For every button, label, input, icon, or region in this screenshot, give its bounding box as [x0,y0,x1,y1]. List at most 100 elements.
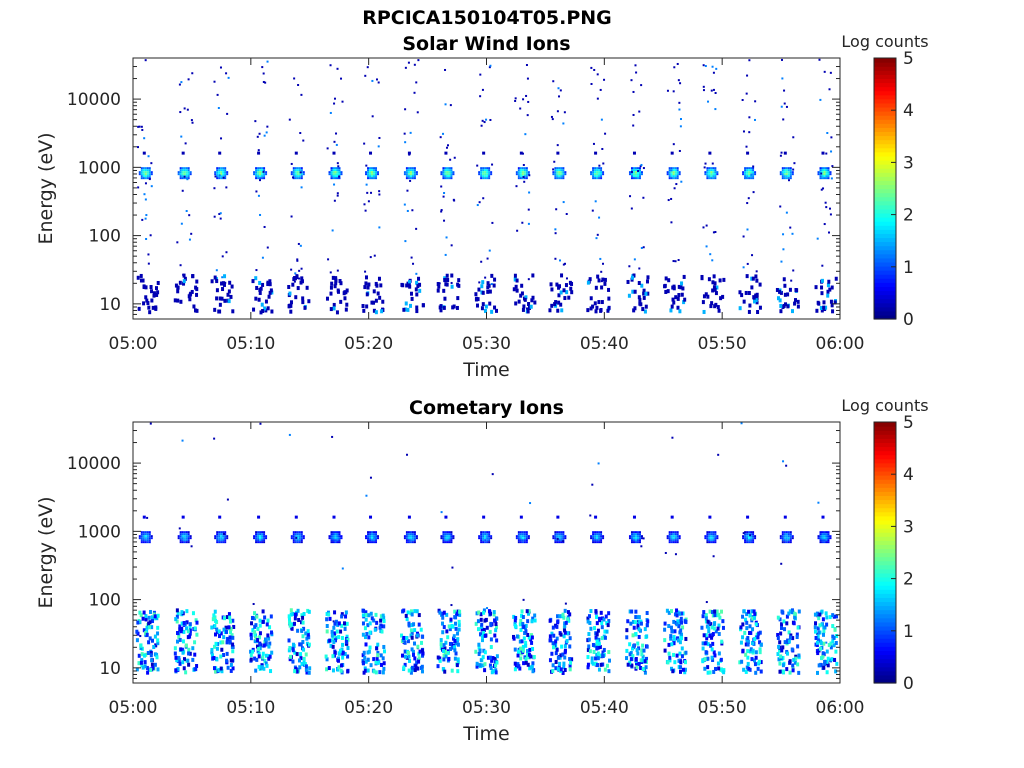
heat-cell [792,136,795,139]
heat-cell [488,167,491,170]
heat-cell [526,77,529,80]
heat-cell [558,531,561,534]
heat-cell [552,633,556,638]
heat-cell [148,539,151,542]
heat-cell [674,175,677,178]
heat-cell [603,281,607,286]
heat-cell [298,169,301,172]
y-tick-label: 10 [99,295,121,315]
heat-cell [213,275,217,280]
heat-cell [409,177,412,180]
colorbar-segment [874,544,896,550]
colorbar-tick-label: 2 [903,206,914,226]
heat-cell [594,535,597,538]
colorbar-segment [874,119,896,124]
heat-cell [177,173,180,176]
heat-cell [515,171,518,174]
heat-cell [375,646,379,651]
heat-cell [148,175,151,178]
heat-cell [779,303,783,308]
heat-cell [602,535,605,538]
colorbar-segment [874,470,896,476]
heat-cell [832,614,836,619]
heat-cell [212,666,216,671]
heat-cell [743,630,747,635]
heat-cell [452,171,455,174]
heat-cell [218,539,221,542]
heat-cell [821,533,824,536]
heat-cell [522,163,525,166]
heat-cell [482,167,485,170]
colorbar-segment [874,589,896,594]
heat-cell [156,290,160,295]
heat-cell [634,64,637,67]
heat-cell [308,666,312,671]
heat-cell [182,273,186,278]
heat-cell [515,634,519,639]
heat-cell [450,645,454,650]
heat-cell [302,537,305,540]
heat-cell [336,535,339,538]
heat-cell [531,295,535,300]
heat-cell [815,643,819,648]
heat-cell [137,186,140,189]
heat-cell [830,177,833,180]
heat-cell [259,539,262,542]
heat-cell [146,169,149,172]
heat-cell [406,650,410,655]
heat-cell [411,177,414,180]
heat-cell [636,173,639,176]
heat-cell [598,177,601,180]
heat-cell [337,651,341,656]
heat-cell [745,92,748,95]
heat-cell [483,668,487,673]
heat-cell [626,619,630,624]
heat-cell [710,175,713,178]
heat-cell [267,644,271,649]
heat-cell [302,656,306,661]
heat-cell [753,299,757,304]
heat-cell [668,175,671,178]
heat-cell [363,285,367,290]
heat-cell [676,638,680,643]
heat-cell [821,264,824,267]
heat-cell [632,537,635,540]
heat-cell [185,609,189,614]
heat-cell [783,292,787,297]
heat-cell [407,175,410,178]
heat-cell [555,624,559,629]
heat-cell [287,614,291,619]
heat-cell [556,308,560,313]
heat-cell [338,533,341,536]
heat-cell [365,183,368,186]
heat-cell [259,422,262,425]
heat-cell [185,167,188,170]
heat-cell [752,171,755,174]
heat-cell [604,132,607,135]
heat-cell [488,66,491,69]
heat-cell [337,621,341,626]
heat-cell [255,167,258,170]
heat-cell [334,278,338,283]
heat-cell [706,541,709,544]
heat-cell [152,293,156,298]
heat-cell [456,637,460,642]
heat-cell [711,288,715,293]
heat-cell [444,177,447,180]
heat-cell [261,609,265,614]
heat-cell [589,514,592,517]
heat-cell [179,629,183,634]
heat-cell [257,535,260,538]
heat-cell [529,633,533,638]
heat-cell [636,177,639,180]
heat-cell [776,632,780,637]
heat-cell [706,537,709,540]
heat-cell [526,649,530,654]
heat-cell [382,619,386,624]
heat-cell [637,627,641,632]
heat-cell [255,533,258,536]
heat-cell [630,539,633,542]
heat-cell [663,283,667,288]
heat-cell [594,515,598,519]
heat-cell [210,650,214,655]
